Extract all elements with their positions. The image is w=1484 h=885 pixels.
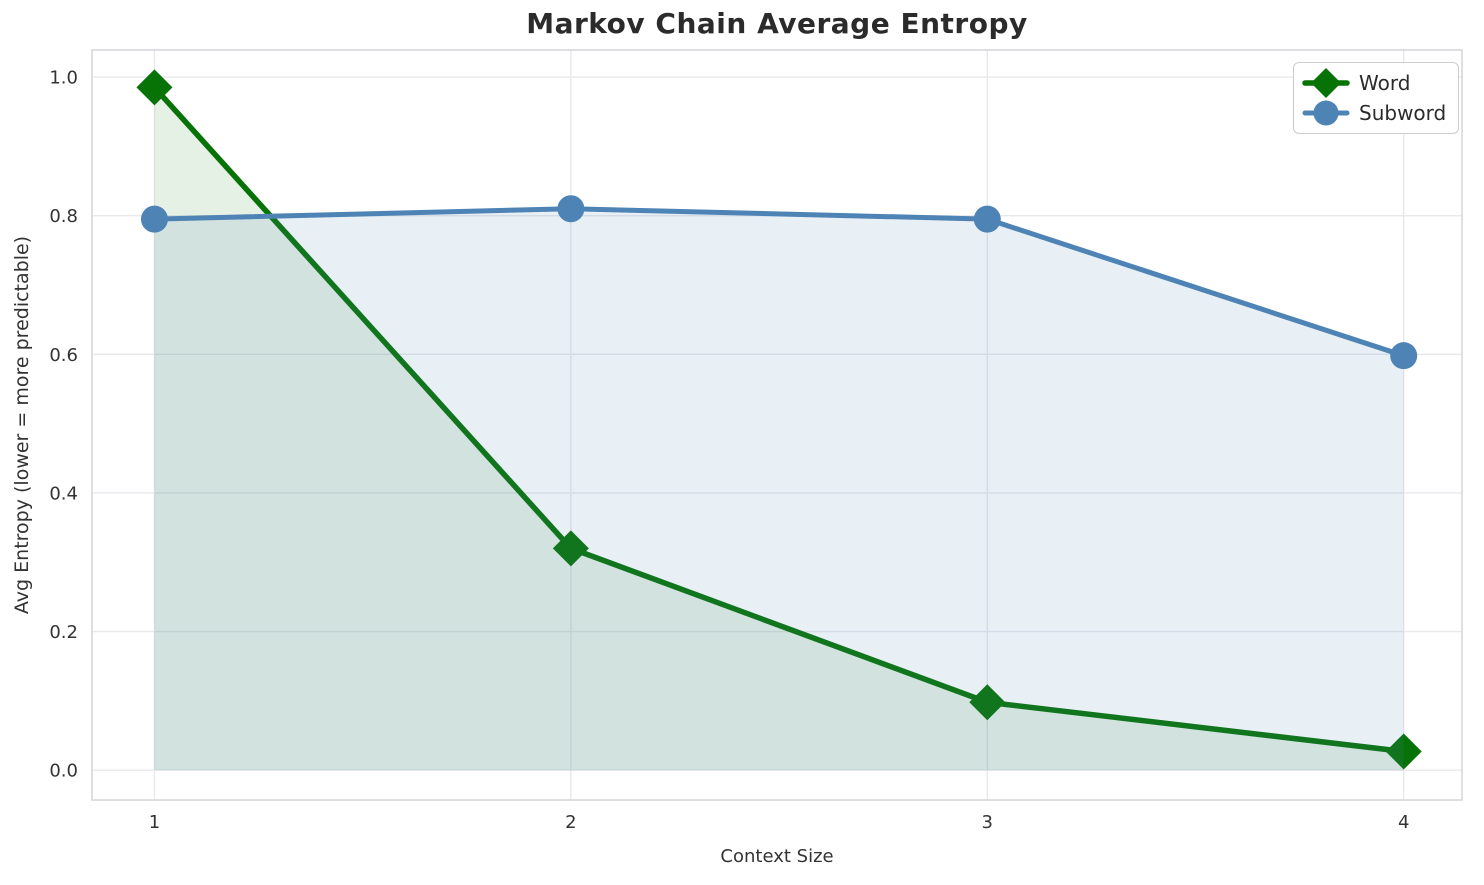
x-tick-label: 1	[149, 812, 160, 833]
y-tick-label: 0.2	[49, 622, 78, 643]
chart-title: Markov Chain Average Entropy	[526, 7, 1028, 40]
legend-label-subword: Subword	[1359, 101, 1447, 125]
y-tick-label: 0.4	[49, 483, 78, 504]
x-tick-label: 3	[982, 812, 993, 833]
legend: Word Subword	[1293, 62, 1459, 134]
y-axis-label: Avg Entropy (lower = more predictable)	[11, 235, 33, 615]
data-point-subword	[1390, 342, 1418, 370]
series-fill-subword	[154, 208, 1404, 771]
y-tick-label: 1.0	[49, 68, 78, 89]
data-point-subword	[557, 195, 585, 223]
data-point-subword	[140, 205, 168, 233]
y-tick-label: 0.0	[49, 761, 78, 782]
x-tick-label: 4	[1398, 812, 1409, 833]
legend-marker-word	[1311, 68, 1341, 98]
legend-item-word: Word	[1302, 68, 1448, 98]
data-point-subword	[973, 205, 1001, 233]
y-tick-label: 0.8	[49, 206, 78, 227]
x-axis-label: Context Size	[720, 846, 834, 867]
data-point-word	[1385, 733, 1422, 770]
x-tick-label: 2	[565, 812, 576, 833]
y-tick-label: 0.6	[49, 345, 78, 366]
series-line-word	[151, 84, 1407, 755]
axes-spines	[91, 49, 1463, 801]
word-diamond-icon	[1302, 68, 1350, 98]
series-line-subword	[151, 206, 1407, 359]
legend-label-word: Word	[1359, 71, 1411, 95]
data-point-word	[136, 69, 173, 106]
data-point-word	[552, 530, 589, 567]
legend-item-subword: Subword	[1302, 98, 1448, 128]
subword-circle-icon	[1302, 100, 1350, 126]
data-point-word	[969, 684, 1006, 721]
series-fill-word	[154, 87, 1404, 771]
legend-marker-subword	[1313, 100, 1339, 126]
